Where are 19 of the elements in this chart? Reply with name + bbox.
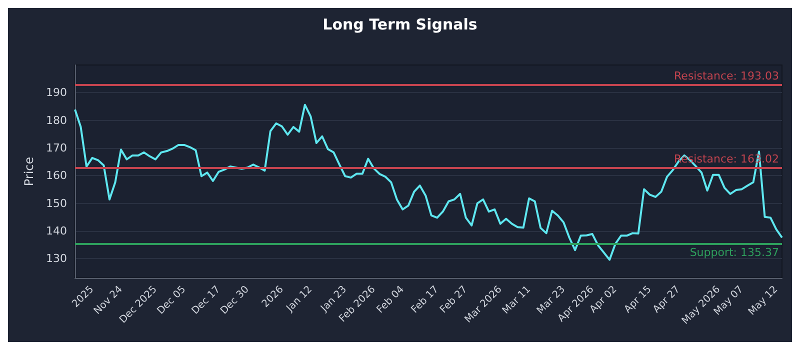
x-tick-label: Dec 30 <box>218 284 252 317</box>
y-tick-label: 160 <box>46 169 67 182</box>
chart-title: Long Term Signals <box>322 16 478 34</box>
x-tick-label: Dec 05 <box>155 284 188 317</box>
y-tick-label: 130 <box>46 252 67 266</box>
y-tick-label: 140 <box>46 224 67 238</box>
line-series <box>74 104 783 261</box>
y-axis-title: Price <box>22 156 36 186</box>
ref-line-label: Support: 135.37 <box>690 246 779 259</box>
y-tick-label: 170 <box>46 141 67 154</box>
x-tick-label: Mar 11 <box>500 284 533 316</box>
x-tick-label: Feb 04 <box>375 284 407 316</box>
y-tick-label: 150 <box>46 196 67 210</box>
x-tick-label: Apr 27 <box>651 284 682 316</box>
x-tick-label: Apr 15 <box>622 284 654 316</box>
y-tick-label: 180 <box>46 114 67 127</box>
ref-line-label: Resistance: 193.03 <box>674 69 779 82</box>
y-tick-label: 190 <box>46 86 67 100</box>
x-tick-label: Jan 12 <box>284 284 315 315</box>
